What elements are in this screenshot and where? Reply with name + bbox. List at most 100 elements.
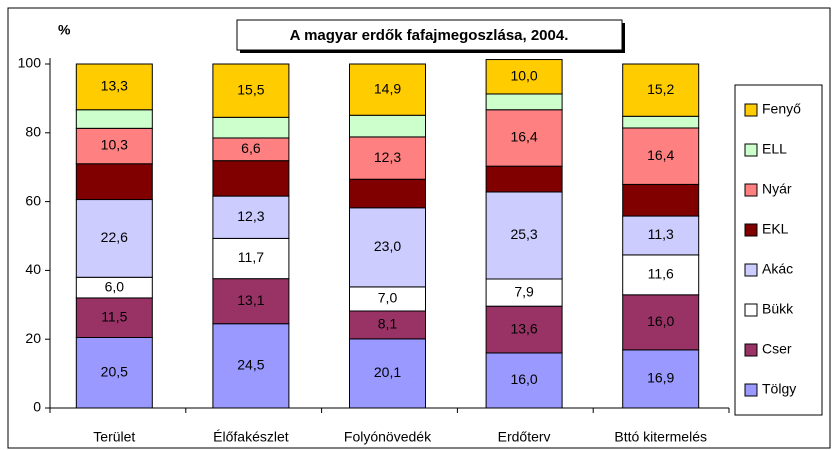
bar-segment — [349, 178, 426, 209]
value-label: 11,3 — [648, 226, 674, 242]
value-label: 10,3 — [101, 137, 128, 153]
value-label: 15,5 — [237, 81, 264, 97]
value-label: 22,6 — [101, 229, 128, 245]
legend-swatch — [744, 103, 758, 117]
value-label-bg — [502, 67, 547, 86]
bar-segment — [485, 93, 563, 111]
y-tick-label: 80 — [25, 124, 41, 140]
value-label-bg — [228, 249, 273, 268]
value-label: 11,7 — [238, 249, 264, 265]
x-tick-label: Terület — [93, 429, 135, 445]
value-label: 25,3 — [510, 226, 537, 242]
value-label: 6,0 — [105, 278, 125, 294]
value-label: 16,4 — [647, 147, 674, 163]
legend-swatch — [744, 223, 758, 237]
value-label-bg — [502, 283, 547, 302]
value-label: 16,0 — [510, 371, 537, 387]
value-label-bg — [228, 356, 273, 375]
bar-segment — [349, 114, 426, 138]
value-label: 16,0 — [647, 313, 674, 329]
value-label: 16,9 — [647, 370, 674, 386]
bar-segment — [622, 183, 700, 217]
value-label-bg — [92, 308, 137, 327]
x-tick-label: Élőfakészlet — [213, 429, 289, 445]
legend-label: Fenyő — [762, 101, 801, 117]
legend-label: Cser — [762, 341, 792, 357]
value-label-bg — [638, 147, 683, 166]
value-label-bg — [365, 315, 410, 334]
y-axis-label: % — [58, 22, 71, 38]
legend-label: Nyár — [762, 181, 792, 197]
title-shadow — [622, 23, 625, 53]
value-label: 6,6 — [241, 140, 261, 156]
value-label-bg — [92, 137, 137, 156]
value-label: 13,1 — [237, 292, 264, 308]
legend-label: Bükk — [762, 301, 794, 317]
legend — [734, 84, 823, 416]
value-label-bg — [638, 226, 683, 245]
legend-swatch — [744, 143, 758, 157]
value-label-bg — [92, 77, 137, 96]
legend-label: Tölgy — [762, 381, 796, 397]
value-label-bg — [502, 226, 547, 245]
bar-segment — [622, 115, 700, 129]
value-label: 12,3 — [374, 149, 401, 165]
value-label-bg — [502, 128, 547, 147]
value-label: 23,0 — [374, 238, 401, 254]
y-tick-label: 60 — [25, 192, 41, 208]
y-tick-label: 20 — [25, 330, 41, 346]
value-label: 13,3 — [101, 78, 128, 94]
value-label-bg — [365, 149, 410, 168]
value-label-bg — [228, 208, 273, 227]
value-label: 24,5 — [237, 357, 264, 373]
chart-title: A magyar erdők fafajmegoszlása, 2004. — [290, 27, 569, 44]
value-label: 10,0 — [510, 67, 537, 83]
value-label: 14,9 — [374, 80, 401, 96]
value-label-bg — [502, 320, 547, 339]
value-label-bg — [365, 80, 410, 99]
value-label-bg — [92, 363, 137, 382]
value-label: 8,1 — [378, 316, 398, 332]
bar-segment — [212, 160, 290, 197]
value-label-bg — [228, 140, 273, 159]
value-label: 7,9 — [514, 283, 534, 299]
title-shadow — [240, 50, 625, 53]
value-label-bg — [638, 265, 683, 284]
legend-label: Akác — [762, 261, 793, 277]
value-label-bg — [92, 278, 137, 297]
value-label-bg — [638, 313, 683, 332]
value-label: 12,3 — [237, 208, 264, 224]
value-label: 20,5 — [101, 363, 128, 379]
value-label-bg — [638, 369, 683, 388]
legend-swatch — [744, 263, 758, 277]
y-tick-label: 40 — [25, 261, 41, 277]
y-tick-label: 0 — [33, 399, 41, 415]
value-label: 13,6 — [510, 320, 537, 336]
y-tick-label: 100 — [18, 55, 42, 71]
x-tick-label: Erdőterv — [498, 429, 551, 445]
value-label: 15,2 — [647, 81, 674, 97]
value-label-bg — [228, 81, 273, 100]
value-label-bg — [365, 364, 410, 383]
legend-swatch — [744, 183, 758, 197]
bar-segment — [349, 63, 426, 116]
value-label-bg — [228, 292, 273, 311]
value-label: 16,4 — [510, 129, 537, 145]
value-label: 11,6 — [648, 266, 674, 282]
value-label: 20,1 — [374, 364, 401, 380]
legend-label: EKL — [762, 221, 789, 237]
value-label-bg — [365, 289, 410, 308]
value-label-bg — [365, 238, 410, 257]
bar-segment — [75, 163, 153, 201]
value-label: 11,5 — [101, 308, 127, 324]
legend-swatch — [744, 383, 758, 397]
bar-segment — [75, 109, 153, 129]
bar-segment — [212, 116, 290, 139]
x-tick-label: Bttó kitermelés — [614, 429, 707, 445]
legend-swatch — [744, 343, 758, 357]
x-tick-label: Folyónövedék — [344, 429, 432, 445]
value-label-bg — [638, 81, 683, 100]
bar-segment — [485, 165, 563, 193]
chart-frame — [7, 7, 831, 449]
